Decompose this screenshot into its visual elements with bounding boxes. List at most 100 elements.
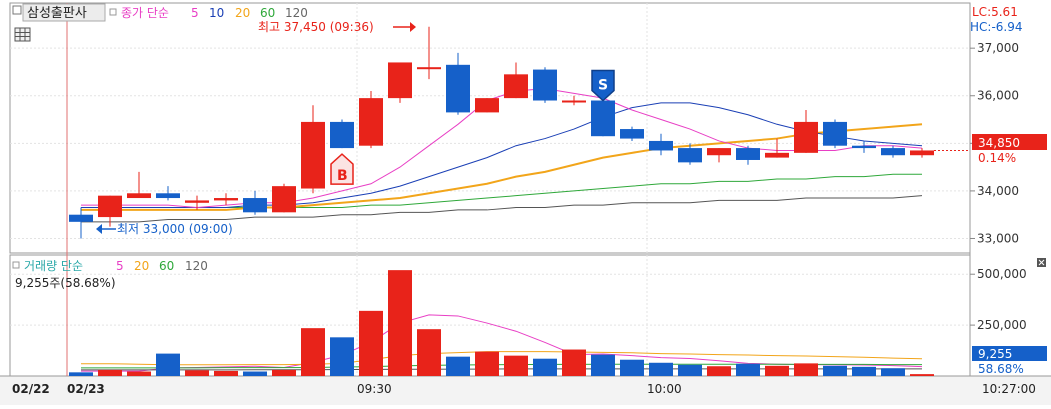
candle-body[interactable] bbox=[243, 198, 267, 213]
candle-body[interactable] bbox=[185, 200, 209, 203]
vol-ma-period-120: 120 bbox=[185, 259, 208, 273]
volume-bar[interactable] bbox=[359, 310, 383, 376]
volume-bar[interactable] bbox=[707, 366, 731, 376]
legend-toggle-icon[interactable] bbox=[12, 5, 22, 15]
ma-legend-icon bbox=[109, 8, 117, 16]
volume-bar[interactable] bbox=[852, 366, 876, 376]
candle-body[interactable] bbox=[301, 121, 325, 189]
volume-bar[interactable] bbox=[185, 370, 209, 376]
volume-bar[interactable] bbox=[127, 371, 151, 376]
volume-bar[interactable] bbox=[649, 362, 673, 376]
candle-body[interactable] bbox=[823, 121, 847, 146]
volume-ratio-label: 58.68% bbox=[978, 362, 1024, 376]
time-tick-label: 02/23 bbox=[67, 382, 105, 396]
price-tick-label: 34,000 bbox=[977, 184, 1019, 198]
low-annotation: 최저 33,000 (09:00) bbox=[117, 222, 233, 236]
vol-ma-period-60: 60 bbox=[159, 259, 174, 273]
candle-body[interactable] bbox=[852, 145, 876, 149]
sell-signal-shape bbox=[591, 69, 615, 102]
buy-signal-marker[interactable]: B bbox=[330, 153, 354, 185]
volume-bar[interactable] bbox=[272, 369, 296, 376]
price-ma10-line bbox=[81, 102, 923, 209]
volume-badge bbox=[972, 346, 1047, 361]
ma-period-120: 120 bbox=[285, 6, 308, 20]
volume-legend-icon[interactable] bbox=[12, 261, 20, 269]
vol-ma-period-5: 5 bbox=[116, 259, 124, 273]
volume-bar[interactable] bbox=[69, 372, 93, 376]
grid-toggle-icon[interactable] bbox=[14, 27, 31, 42]
ticker-box[interactable] bbox=[22, 3, 106, 22]
candle-body[interactable] bbox=[881, 148, 905, 156]
price-ma5-line bbox=[81, 88, 923, 209]
volume-bar[interactable] bbox=[823, 365, 847, 376]
high-annotation: 최고 37,450 (09:36) bbox=[258, 20, 374, 34]
panel-close-icon[interactable] bbox=[1037, 258, 1046, 267]
candle-body[interactable] bbox=[620, 129, 644, 139]
volume-bar[interactable] bbox=[765, 365, 789, 376]
volume-bar[interactable] bbox=[881, 368, 905, 376]
candle-body[interactable] bbox=[156, 193, 180, 199]
volume-bar[interactable] bbox=[214, 370, 238, 376]
volume-bar[interactable] bbox=[156, 353, 180, 376]
volume-ma60-line bbox=[81, 363, 922, 369]
volume-tick-label: 500,000 bbox=[977, 267, 1027, 281]
candle-body[interactable] bbox=[649, 140, 673, 151]
volume-bar[interactable] bbox=[794, 363, 818, 376]
candle-body[interactable] bbox=[707, 148, 731, 156]
vol-ma-period-20: 20 bbox=[134, 259, 149, 273]
volume-bar[interactable] bbox=[330, 337, 354, 376]
volume-bar[interactable] bbox=[504, 355, 528, 376]
time-tick-label: 10:27:00 bbox=[982, 382, 1036, 396]
candle-body[interactable] bbox=[330, 121, 354, 149]
volume-bar[interactable] bbox=[475, 351, 499, 376]
candle-body[interactable] bbox=[475, 98, 499, 113]
volume-bar[interactable] bbox=[910, 374, 934, 376]
candle-body[interactable] bbox=[910, 150, 934, 156]
candle-body[interactable] bbox=[736, 148, 760, 160]
volume-bar[interactable] bbox=[620, 359, 644, 376]
price-change-label: 0.14% bbox=[978, 151, 1016, 165]
candle-body[interactable] bbox=[417, 67, 441, 70]
time-tick-label: 09:30 bbox=[357, 382, 392, 396]
volume-bar[interactable] bbox=[736, 363, 760, 376]
low-arrow-icon bbox=[96, 224, 116, 234]
ticker-name[interactable]: 삼성출판사 bbox=[27, 6, 87, 21]
volume-bar[interactable] bbox=[417, 329, 441, 376]
candle-body[interactable] bbox=[214, 198, 238, 201]
volume-tick-label: 250,000 bbox=[977, 318, 1027, 332]
sell-signal-marker[interactable]: S bbox=[591, 69, 615, 102]
candle-body[interactable] bbox=[765, 152, 789, 158]
hc-label: HC:-6.94 bbox=[970, 20, 1023, 34]
candle-body[interactable] bbox=[533, 69, 557, 101]
volume-bar[interactable] bbox=[301, 328, 325, 376]
candle-body[interactable] bbox=[272, 186, 296, 213]
ma-period-20: 20 bbox=[235, 6, 250, 20]
candle-body[interactable] bbox=[127, 193, 151, 199]
time-tick-label: 02/22 bbox=[12, 382, 50, 396]
candle-body[interactable] bbox=[591, 100, 615, 137]
volume-bar[interactable] bbox=[243, 371, 267, 376]
volume-bar[interactable] bbox=[446, 356, 470, 376]
volume-bar[interactable] bbox=[388, 270, 412, 376]
volume-current-label: 9,255주(58.68%) bbox=[15, 276, 116, 290]
volume-bar[interactable] bbox=[98, 369, 122, 376]
price-tick-label: 33,000 bbox=[977, 231, 1019, 245]
volume-bar[interactable] bbox=[562, 349, 586, 376]
price-badge-value: 34,850 bbox=[978, 136, 1020, 150]
volume-bar[interactable] bbox=[678, 364, 702, 376]
candle-body[interactable] bbox=[69, 214, 93, 222]
volume-bar[interactable] bbox=[591, 354, 615, 376]
candle-body[interactable] bbox=[678, 148, 702, 163]
volume-bar[interactable] bbox=[533, 358, 557, 376]
candle-body[interactable] bbox=[388, 62, 412, 99]
candle-body[interactable] bbox=[504, 74, 528, 99]
candle-body[interactable] bbox=[794, 121, 818, 153]
candle-body[interactable] bbox=[359, 98, 383, 146]
candle-body[interactable] bbox=[446, 64, 470, 113]
volume-legend-label: 거래량 단순 bbox=[24, 259, 83, 273]
candle-body[interactable] bbox=[98, 195, 122, 218]
time-tick-label: 10:00 bbox=[647, 382, 682, 396]
candle-body[interactable] bbox=[562, 100, 586, 103]
